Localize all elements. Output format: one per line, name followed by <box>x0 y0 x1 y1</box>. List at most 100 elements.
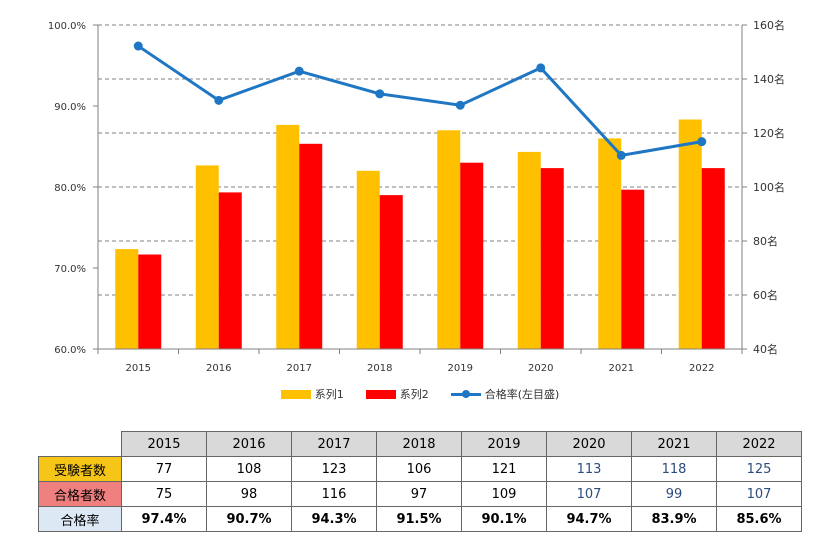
right-tick-label: 40名 <box>753 342 778 356</box>
bar-series1 <box>598 138 622 349</box>
legend-swatch-series1 <box>280 389 311 399</box>
table-cell: 94.7% <box>546 506 632 532</box>
bar-series1 <box>276 124 300 350</box>
rate-polyline <box>137 44 703 158</box>
table-header-year: 2022 <box>716 431 802 457</box>
right-tick-label: 160名 <box>753 18 785 32</box>
left-tick-label: 100.0% <box>48 21 86 32</box>
bar-series1 <box>195 165 219 349</box>
legend-item-series1: 系列1 <box>280 386 344 402</box>
bar-series2 <box>379 195 403 349</box>
right-tick-label: 80名 <box>753 234 778 248</box>
x-tick-label: 2016 <box>206 363 231 374</box>
table-cell: 90.1% <box>461 506 547 532</box>
row-label-pass-rate: 合格率 <box>38 506 122 532</box>
data-table: 2015 2016 2017 2018 2019 2020 2021 2022 … <box>38 431 802 532</box>
table-header-year: 2018 <box>376 431 462 457</box>
table-cell: 91.5% <box>376 506 462 532</box>
rate-line <box>133 41 707 160</box>
rate-point <box>214 95 224 105</box>
bar-series1 <box>437 130 461 349</box>
table-cell: 106 <box>376 456 462 482</box>
left-tick-label: 90.0% <box>54 102 86 113</box>
table-cell: 97 <box>376 481 462 507</box>
bar-series1 <box>356 170 380 349</box>
bar-series1 <box>678 119 702 349</box>
rate-point <box>375 89 385 99</box>
legend-label-series2: 系列2 <box>399 388 429 401</box>
bar-series2 <box>701 168 725 349</box>
bar-series1 <box>115 249 139 349</box>
row-label-passers: 合格者数 <box>38 481 122 507</box>
table-cell: 123 <box>291 456 377 482</box>
table-cell: 90.7% <box>206 506 292 532</box>
right-tick-label: 140名 <box>753 72 785 86</box>
bar-series2 <box>138 254 162 349</box>
rate-point <box>133 41 143 51</box>
table-header-year: 2021 <box>631 431 717 457</box>
table-cell: 121 <box>461 456 547 482</box>
table-cell: 113 <box>546 456 632 482</box>
combo-chart: 40名 60名 80名 100名 120名 140名 160名 60.0% 70.0% 80.0%… <box>48 18 785 374</box>
x-tick-label: 2021 <box>609 363 634 374</box>
table-header-year: 2017 <box>291 431 377 457</box>
legend-label-series1: 系列1 <box>314 388 344 401</box>
axes <box>93 24 747 354</box>
rate-point <box>455 100 465 110</box>
table-corner <box>38 431 122 457</box>
rate-point <box>616 150 626 160</box>
bar-series2 <box>460 162 484 349</box>
table-cell: 107 <box>546 481 632 507</box>
x-tick-label: 2015 <box>126 363 151 374</box>
table-cell: 97.4% <box>121 506 207 532</box>
table-cell: 107 <box>716 481 802 507</box>
table-cell: 75 <box>121 481 207 507</box>
table-cell: 77 <box>121 456 207 482</box>
table-header-year: 2015 <box>121 431 207 457</box>
table-cell: 109 <box>461 481 547 507</box>
table-header-year: 2019 <box>461 431 547 457</box>
legend: 系列1 系列2 合格率(左目盛) <box>0 385 840 403</box>
row-label-examinees: 受験者数 <box>38 456 122 482</box>
table-cell: 94.3% <box>291 506 377 532</box>
legend-label-rate: 合格率(左目盛) <box>484 388 560 401</box>
bar-series2 <box>218 192 242 349</box>
bar-series2 <box>540 168 564 349</box>
table-row-passers: 合格者数 75 98 116 97 109 107 99 107 <box>38 481 802 507</box>
left-tick-label: 60.0% <box>54 345 86 356</box>
x-tick-label: 2017 <box>287 363 312 374</box>
bar-series1 <box>517 151 541 349</box>
rate-point <box>294 66 304 76</box>
x-tick-label: 2020 <box>528 363 553 374</box>
bars <box>115 119 725 350</box>
rate-point <box>697 137 707 147</box>
bar-series2 <box>299 143 323 349</box>
table-cell: 118 <box>631 456 717 482</box>
axis-labels: 40名 60名 80名 100名 120名 140名 160名 60.0% 70.0% 80.0%… <box>48 18 785 374</box>
table-header-row: 2015 2016 2017 2018 2019 2020 2021 2022 <box>38 431 802 457</box>
table-row-examinees: 受験者数 77 108 123 106 121 113 118 125 <box>38 456 802 482</box>
table-cell: 83.9% <box>631 506 717 532</box>
table-row-pass-rate: 合格率 97.4% 90.7% 94.3% 91.5% 90.1% 94.7% … <box>38 506 802 532</box>
right-tick-label: 100名 <box>753 180 785 194</box>
legend-item-rate: 合格率(左目盛) <box>450 386 560 402</box>
table-cell: 98 <box>206 481 292 507</box>
table-header-year: 2020 <box>546 431 632 457</box>
table-cell: 108 <box>206 456 292 482</box>
legend-swatch-rate <box>450 388 481 400</box>
legend-item-series2: 系列2 <box>365 386 429 402</box>
left-tick-label: 80.0% <box>54 183 86 194</box>
table-cell: 99 <box>631 481 717 507</box>
left-tick-label: 70.0% <box>54 264 86 275</box>
rate-point <box>536 63 546 73</box>
legend-swatch-series2 <box>365 389 396 399</box>
right-tick-label: 60名 <box>753 288 778 302</box>
table-header-year: 2016 <box>206 431 292 457</box>
bar-series2 <box>621 189 645 349</box>
x-tick-label: 2019 <box>448 363 473 374</box>
x-tick-label: 2018 <box>367 363 392 374</box>
right-tick-label: 120名 <box>753 126 785 140</box>
table-cell: 85.6% <box>716 506 802 532</box>
table-cell: 116 <box>291 481 377 507</box>
gridlines <box>98 24 742 296</box>
